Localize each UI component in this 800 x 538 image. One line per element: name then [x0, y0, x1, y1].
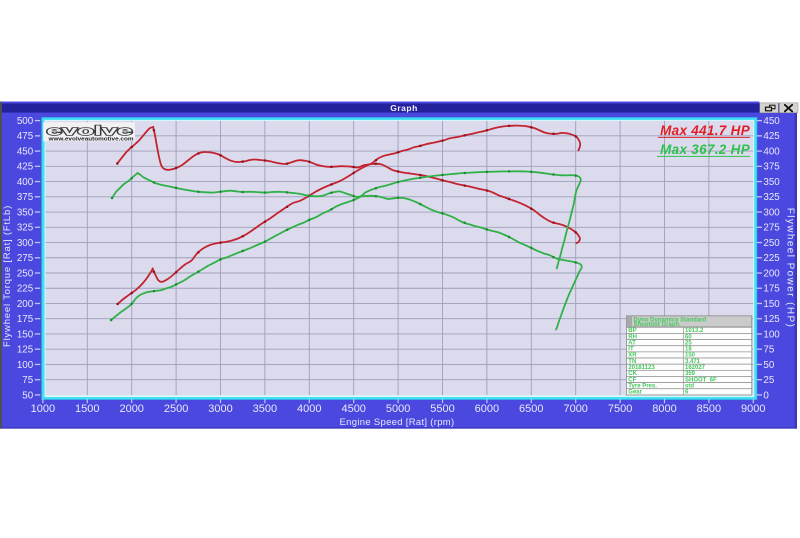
svg-text:25: 25	[685, 340, 692, 346]
svg-text:400: 400	[763, 146, 780, 157]
svg-text:Tyre Pres.: Tyre Pres.	[628, 383, 657, 389]
svg-text:2000: 2000	[119, 403, 143, 415]
svg-text:175: 175	[763, 284, 780, 295]
svg-text:8500: 8500	[697, 403, 721, 415]
svg-text:75: 75	[763, 345, 774, 356]
svg-text:225: 225	[763, 253, 780, 264]
svg-text:475: 475	[17, 131, 34, 142]
svg-text:450: 450	[17, 146, 34, 157]
svg-text:200: 200	[763, 268, 780, 279]
svg-text:400: 400	[17, 177, 34, 188]
svg-text:std: std	[685, 383, 694, 389]
svg-text:1000: 1000	[31, 403, 55, 415]
svg-text:9000: 9000	[741, 403, 765, 415]
svg-text:Gear: Gear	[628, 390, 642, 396]
svg-text:6000: 6000	[475, 403, 499, 415]
svg-text:7000: 7000	[563, 403, 587, 415]
svg-text:60: 60	[685, 334, 692, 340]
svg-text:Max 441.7 HP: Max 441.7 HP	[660, 123, 751, 138]
svg-text:175: 175	[17, 314, 34, 325]
svg-text:350: 350	[763, 177, 780, 188]
svg-text:4000: 4000	[297, 403, 321, 415]
svg-text:Flywheel Torque [Rat] (FtLb): Flywheel Torque [Rat] (FtLb)	[2, 205, 13, 347]
svg-text:375: 375	[763, 162, 780, 173]
svg-text:50: 50	[763, 360, 774, 371]
svg-text:CK: CK	[628, 371, 637, 377]
svg-text:Graph: Graph	[390, 103, 418, 113]
svg-text:6: 6	[685, 390, 689, 396]
svg-text:CF: CF	[628, 377, 636, 383]
svg-text:100: 100	[763, 329, 780, 340]
svg-text:25: 25	[763, 375, 774, 386]
svg-text:450: 450	[763, 116, 780, 127]
svg-text:3.471: 3.471	[685, 359, 701, 365]
svg-text:500: 500	[17, 116, 34, 127]
svg-text:Engine Speed [Rat] (rpm): Engine Speed [Rat] (rpm)	[340, 417, 455, 428]
svg-text:100: 100	[17, 360, 34, 371]
svg-text:50: 50	[22, 390, 33, 401]
svg-text:375: 375	[17, 192, 34, 203]
svg-text:Shootout Graph.: Shootout Graph.	[634, 322, 682, 328]
svg-text:IT: IT	[628, 347, 634, 353]
svg-text:350: 350	[17, 207, 34, 218]
svg-text:225: 225	[17, 284, 34, 295]
svg-text:5000: 5000	[386, 403, 410, 415]
svg-text:359: 359	[685, 371, 696, 377]
svg-text:325: 325	[17, 223, 34, 234]
svg-text:20181123: 20181123	[628, 365, 655, 371]
svg-text:5500: 5500	[430, 403, 454, 415]
svg-text:3500: 3500	[253, 403, 277, 415]
svg-text:200: 200	[17, 299, 34, 310]
svg-text:425: 425	[17, 162, 34, 173]
svg-text:6500: 6500	[519, 403, 543, 415]
svg-text:75: 75	[22, 375, 33, 386]
svg-text:0: 0	[763, 390, 769, 401]
svg-text:8000: 8000	[652, 403, 676, 415]
svg-text:7500: 7500	[608, 403, 632, 415]
svg-text:2500: 2500	[164, 403, 188, 415]
svg-text:300: 300	[17, 238, 34, 249]
svg-text:425: 425	[763, 131, 780, 142]
svg-text:275: 275	[17, 253, 34, 264]
svg-text:162027: 162027	[685, 365, 706, 371]
svg-text:1500: 1500	[75, 403, 99, 415]
svg-text:18: 18	[685, 347, 692, 353]
svg-text:1013.2: 1013.2	[685, 328, 704, 334]
svg-text:XR: XR	[628, 353, 637, 359]
svg-text:Max 367.2 HP: Max 367.2 HP	[660, 142, 751, 157]
svg-text:250: 250	[763, 238, 780, 249]
svg-text:RH: RH	[628, 334, 637, 340]
svg-text:www.evolveautomotive.com: www.evolveautomotive.com	[47, 137, 133, 143]
svg-text:125: 125	[763, 314, 780, 325]
svg-text:250: 250	[17, 268, 34, 279]
svg-text:Dyno Dynamics Standard: Dyno Dynamics Standard	[634, 317, 707, 323]
svg-text:150: 150	[17, 329, 34, 340]
svg-text:150: 150	[763, 299, 780, 310]
svg-text:4500: 4500	[341, 403, 365, 415]
svg-text:300: 300	[763, 207, 780, 218]
svg-text:evolve: evolve	[47, 123, 133, 138]
svg-text:AT: AT	[628, 340, 636, 346]
svg-text:150: 150	[685, 353, 696, 359]
svg-text:TN: TN	[628, 359, 636, 365]
svg-text:325: 325	[763, 192, 780, 203]
svg-text:275: 275	[763, 223, 780, 234]
svg-text:SHOOT_6F: SHOOT_6F	[685, 377, 717, 383]
svg-text:BP: BP	[628, 328, 636, 334]
svg-text:Flywheel Power (HP): Flywheel Power (HP)	[785, 208, 796, 329]
svg-text:3000: 3000	[208, 403, 232, 415]
svg-text:125: 125	[17, 345, 34, 356]
